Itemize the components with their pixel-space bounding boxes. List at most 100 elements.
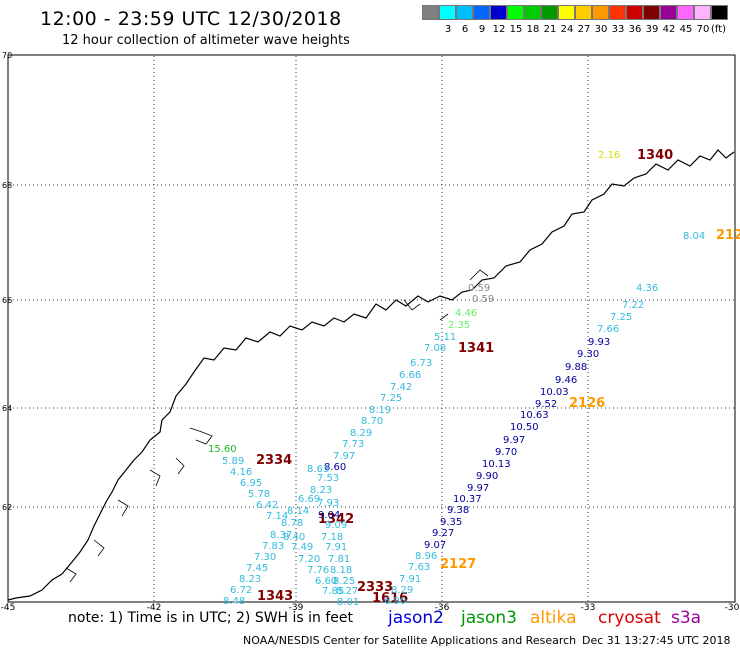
wave-height-value: 7.30 [254, 552, 276, 563]
satellite-cryosat: cryosat [598, 608, 661, 628]
wave-height-values: 2.16 8.04 4.36 0.590.59 7.22 4.46 7.25 2.35 7.66… [208, 150, 705, 608]
scale-swatch [558, 5, 575, 20]
wave-height-value: 9.88 [565, 362, 587, 373]
footer-note: note: 1) Time is in UTC; 2) SWH is in fe… [68, 610, 354, 626]
scale-label: 70 [696, 24, 710, 35]
pass-time-label: 1342 [318, 512, 354, 527]
pass-time-label: 2333 [357, 580, 393, 595]
scale-swatch [524, 5, 541, 20]
lat-label: 68 [2, 181, 12, 190]
wave-height-value: 8.40 [283, 532, 305, 543]
wave-height-value: 6.72 [230, 585, 252, 596]
wave-height-value: 9.97 [503, 435, 525, 446]
wave-height-value: 6.90 [384, 596, 406, 607]
lon-label: -45 [1, 603, 16, 613]
wave-height-value: 6.95 [240, 478, 262, 489]
wave-height-value: 7.25 [380, 393, 402, 404]
wave-height-value: 5.78 [248, 489, 270, 500]
wave-height-value: 8.18 [330, 565, 352, 576]
wave-height-value: 5.11 [434, 332, 456, 343]
wave-height-value: 4.36 [636, 283, 658, 294]
wave-height-value: 7.97 [333, 451, 355, 462]
scale-label: 18 [526, 24, 540, 35]
wave-height-value: 7.20 [298, 554, 320, 565]
longitude-labels: -45 -42 -39 -36 -33 -30 [1, 603, 740, 613]
satellite-jason2: jason2 [388, 608, 444, 628]
scale-swatch [660, 5, 677, 20]
wave-height-value: 7.76 [307, 565, 329, 576]
wave-height-value: 2.35 [448, 320, 470, 331]
generation-timestamp: Dec 31 13:27:45 UTC 2018 [582, 634, 731, 647]
pass-time-label: 1340 [637, 148, 673, 163]
wave-height-value: 7.08 [424, 343, 446, 354]
scale-swatch [422, 5, 439, 20]
scale-swatch [694, 5, 711, 20]
satellite-altika: altika [530, 608, 577, 628]
wave-height-value: 7.91 [325, 542, 347, 553]
wave-height-value: 8.23 [239, 574, 261, 585]
wave-height-value: 9.30 [577, 349, 599, 360]
scale-label: 21 [543, 24, 557, 35]
map-frame [7, 54, 736, 603]
pass-time-label: 1343 [257, 589, 293, 604]
wave-height-value: 9.38 [447, 505, 469, 516]
lat-label: 64 [2, 404, 12, 413]
lon-label: -33 [581, 603, 596, 613]
wave-height-value: 8.96 [415, 551, 437, 562]
wave-height-value: 9.97 [467, 483, 489, 494]
scale-swatch [592, 5, 609, 20]
wave-height-value: 9.27 [432, 528, 454, 539]
wave-height-value: 7.18 [321, 532, 343, 543]
wave-height-value: 9.70 [495, 447, 517, 458]
wave-height-value: 8.01 [337, 597, 359, 608]
wave-height-value: 7.83 [262, 541, 284, 552]
scale-swatch [490, 5, 507, 20]
wave-height-value: 7.14 [266, 511, 288, 522]
wave-height-value: 7.45 [246, 563, 268, 574]
scale-label: 36 [628, 24, 642, 35]
wave-height-value: 7.49 [291, 542, 313, 553]
pass-time-label: 2127 [440, 557, 476, 572]
lat-label: 62 [2, 503, 12, 512]
lon-label: -30 [725, 603, 740, 613]
scale-label: 3 [444, 24, 452, 35]
credit-line: NOAA/NESDIS Center for Satellite Applica… [243, 634, 577, 647]
coastline-detail [65, 269, 489, 583]
scale-swatch [626, 5, 643, 20]
scale-label: 6 [461, 24, 469, 35]
wave-height-value: 15.60 [208, 444, 237, 455]
scale-label: 15 [509, 24, 523, 35]
wave-height-value: 7.91 [399, 574, 421, 585]
wave-height-value: 9.93 [588, 337, 610, 348]
wave-height-value: 9.90 [476, 471, 498, 482]
wave-height-value: 0.59 [472, 294, 494, 305]
wave-height-value: 4.16 [230, 467, 252, 478]
wave-height-value: 8.70 [361, 416, 383, 427]
scale-label: 45 [679, 24, 693, 35]
wave-height-value: 8.60 [324, 462, 346, 473]
wave-height-value: 6.66 [399, 370, 421, 381]
scale-swatch [677, 5, 694, 20]
wave-height-value: 6.60 [315, 576, 337, 587]
satellite-s3a: s3a [671, 608, 702, 628]
wave-height-value: 7.66 [597, 324, 619, 335]
wave-height-value: 7.81 [328, 554, 350, 565]
pass-time-label: 2126 [716, 228, 740, 243]
scale-label: 12 [492, 24, 506, 35]
wave-height-value: 9.04 [318, 510, 340, 521]
wave-height-value: 7.73 [342, 439, 364, 450]
wave-height-value: 8.29 [350, 428, 372, 439]
wave-height-value: 8.48 [223, 596, 245, 607]
wave-height-value: 8.04 [683, 231, 705, 242]
wave-height-value: 7.85 [322, 586, 344, 597]
lon-label: -42 [147, 603, 162, 613]
wave-height-value: 8.78 [281, 518, 303, 529]
scale-swatch [456, 5, 473, 20]
pass-time-label: 1616 [372, 591, 408, 606]
wave-height-value: 9.09 [325, 520, 347, 531]
scale-label: 30 [594, 24, 608, 35]
wave-height-value: 8.25 [333, 576, 355, 587]
scale-label: 42 [662, 24, 676, 35]
wave-height-value: 4.46 [455, 308, 477, 319]
grid-lines [9, 56, 734, 601]
